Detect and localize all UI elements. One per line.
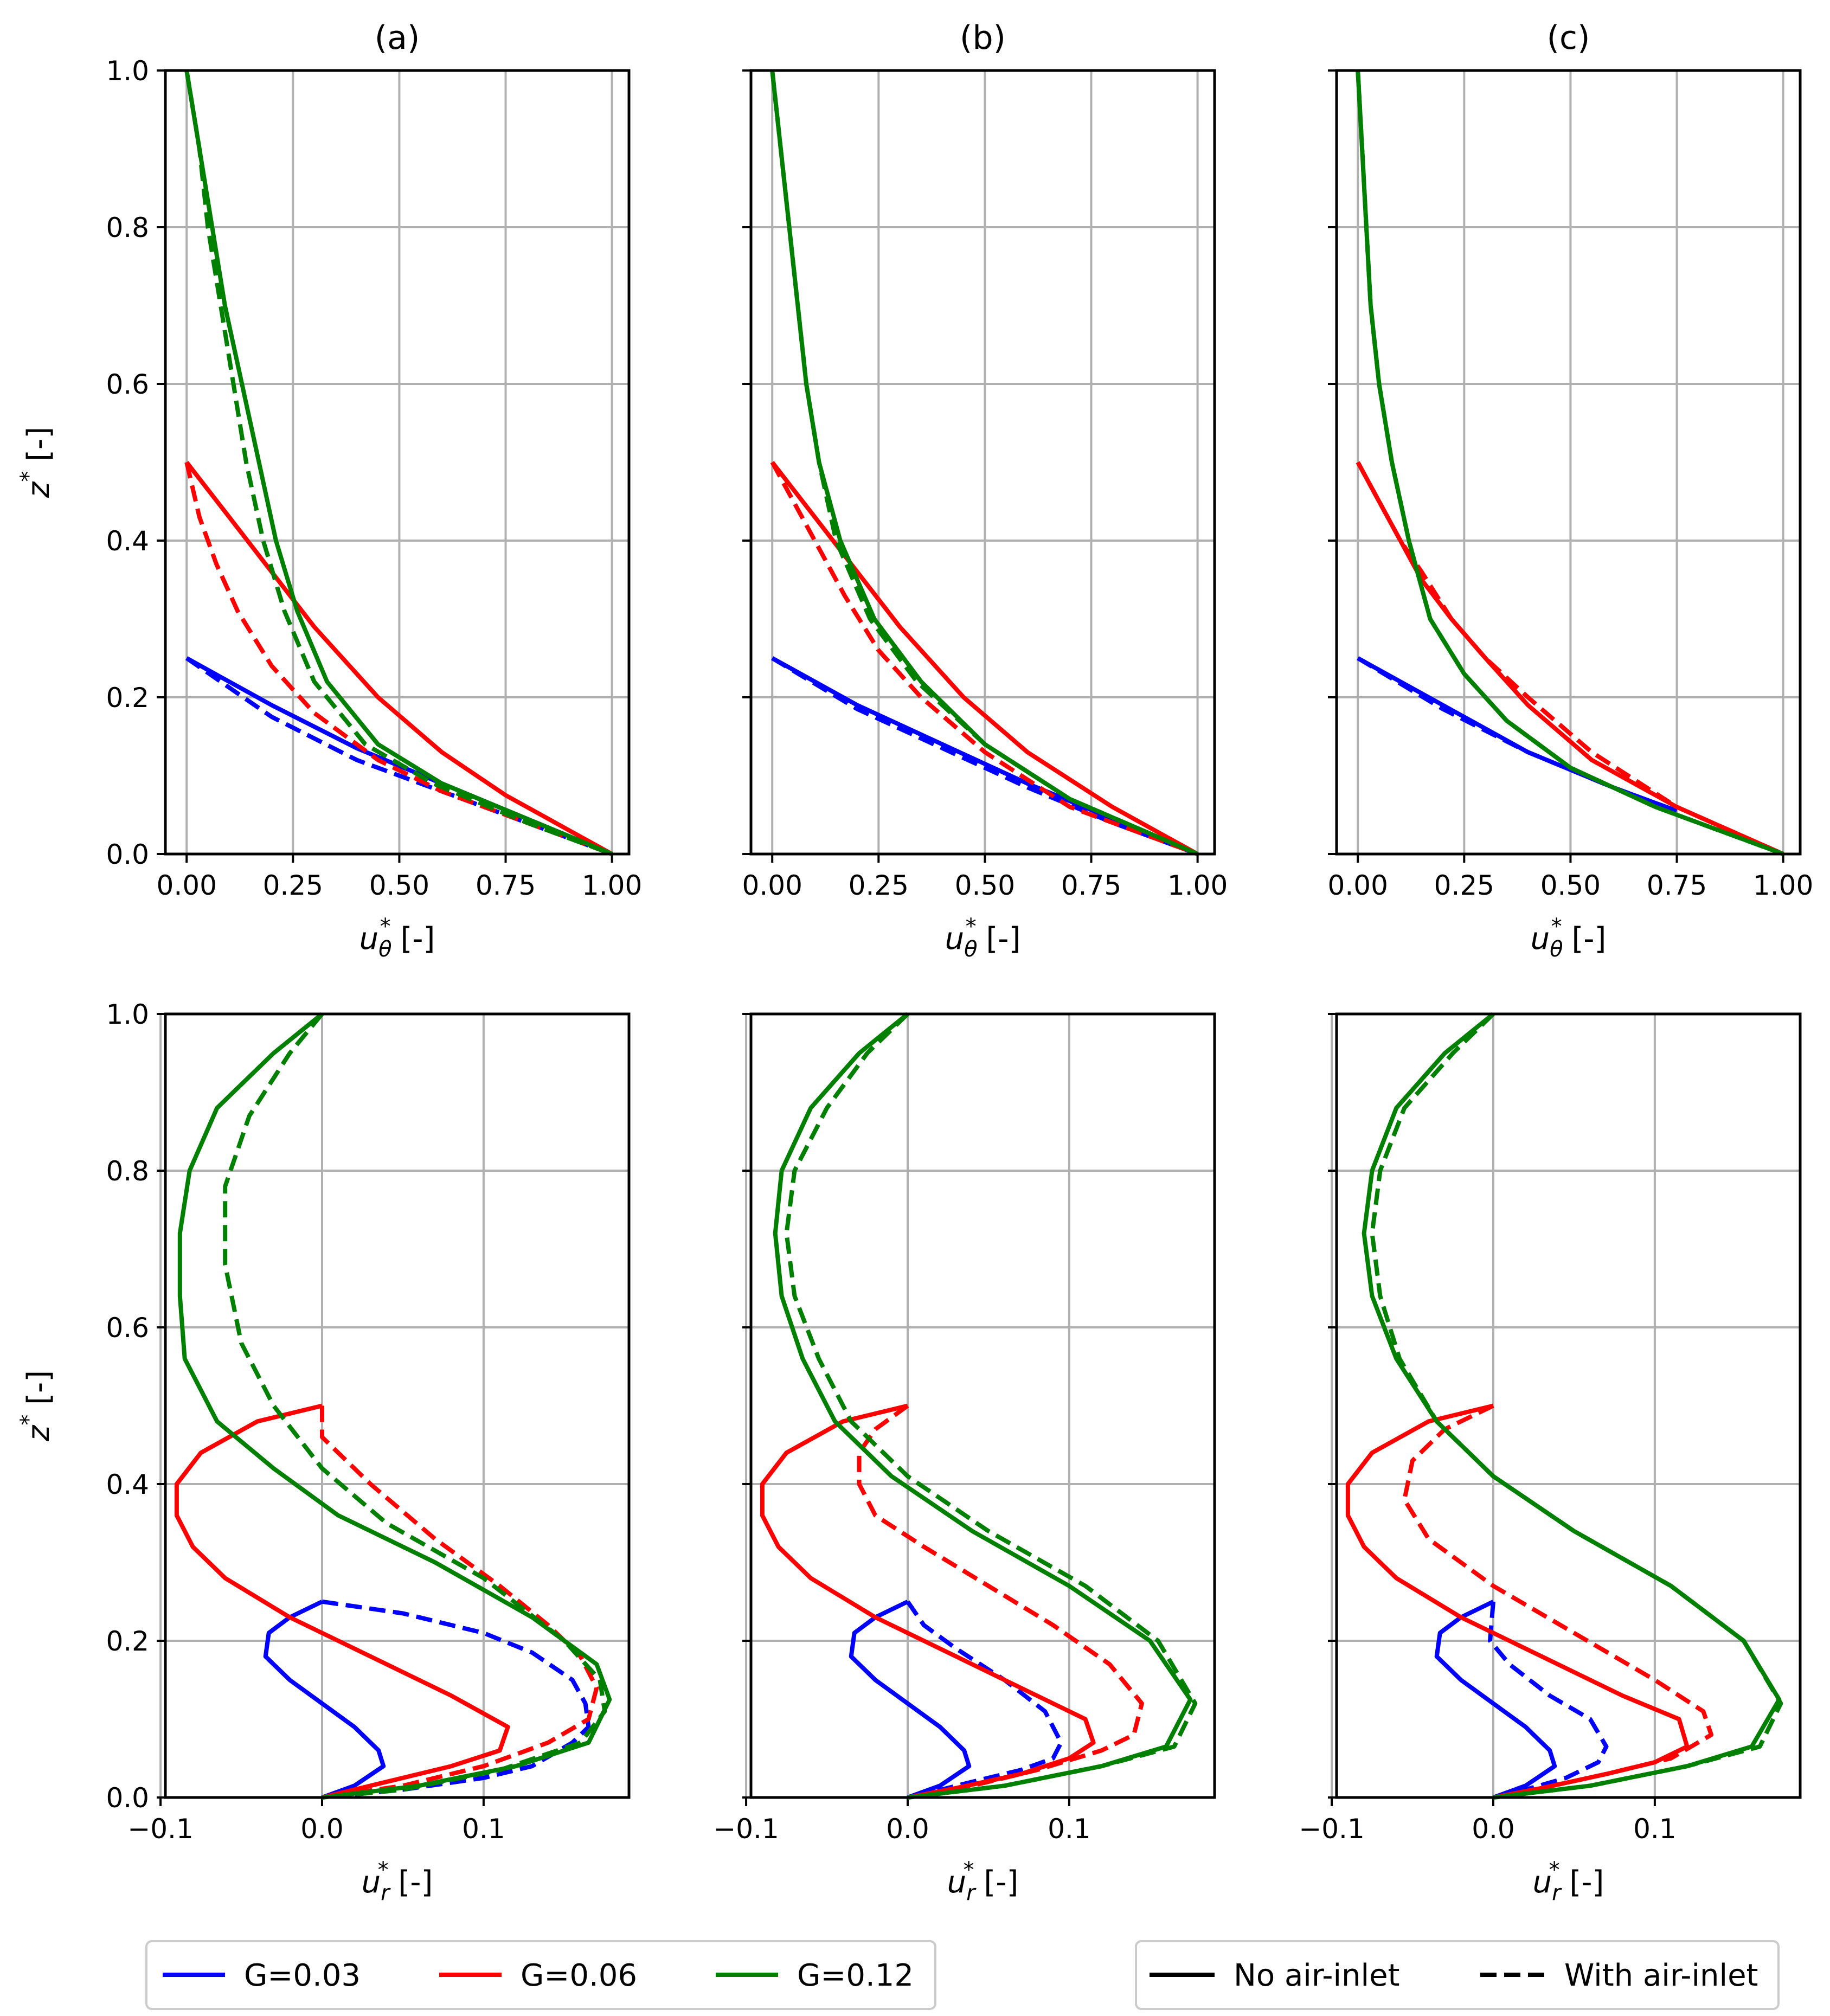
x-tick-label: 0.00: [157, 870, 217, 901]
y-tick-label: 0.4: [106, 1469, 149, 1500]
axes-frame: [164, 69, 631, 856]
y-axis-label: z* [-]: [16, 427, 56, 498]
series-g-0-06-with-inlet: [1402, 1403, 1714, 1800]
x-axis-label: uθ* [-]: [945, 914, 1021, 962]
legend-box: [1135, 1940, 1780, 2010]
x-axis-label: ur* [-]: [362, 1858, 433, 1905]
panel-bottom-1: −0.1 0.0 0.1 ur* [-]: [713, 1012, 1216, 1905]
series-g-0-06-with-inlet: [320, 1405, 599, 1800]
legend-label: G=0.03: [244, 1958, 361, 1993]
x-tick-label: 1.00: [1167, 870, 1228, 901]
x-tick-label: 1.00: [582, 870, 642, 901]
legend-g-values: G=0.03 G=0.06 G=0.12: [145, 1940, 936, 2010]
series-g-0-06-no-inlet: [760, 1403, 1096, 1800]
y-tick-label: 0.0: [106, 839, 149, 870]
x-tick-label: −0.1: [127, 1813, 193, 1845]
series-g-0-03-no-inlet: [1357, 656, 1678, 813]
y-tick-label: 1.0: [106, 999, 149, 1030]
panel-bottom-0: −0.1 0.0 0.10.00.20.40.60.81.0ur* [-]z* [-…: [16, 999, 631, 1905]
legend-label: G=0.12: [797, 1958, 914, 1993]
x-tick-label: 0.25: [1434, 870, 1494, 901]
series-g-0-06-with-inlet: [770, 461, 1198, 856]
x-tick-label: 0.1: [1633, 1813, 1677, 1845]
series-g-0-06-with-inlet: [857, 1404, 1144, 1800]
panel-top-1: 0.00 0.25 0.50 0.75 1.00 (b) uθ* [-]: [742, 19, 1228, 962]
legend-box: [145, 1940, 936, 2010]
y-tick-label: 0.2: [106, 1626, 149, 1657]
y-tick-label: 0.0: [106, 1782, 149, 1814]
series-g-0-12-with-inlet: [223, 1012, 607, 1800]
x-tick-label: −0.1: [713, 1813, 779, 1845]
series-g-0-12-with-inlet: [1356, 70, 1784, 856]
series-g-0-03-with-inlet: [1488, 1601, 1609, 1800]
y-tick-label: 0.2: [106, 682, 149, 714]
x-tick-label: 0.25: [849, 870, 909, 901]
x-tick-label: 0.75: [476, 870, 536, 901]
axes-frame: [164, 1012, 631, 1799]
panel-title: (c): [1547, 19, 1590, 57]
series-g-0-03-with-inlet: [1357, 656, 1678, 813]
x-tick-label: 0.50: [1540, 870, 1601, 901]
y-tick-label: 1.0: [106, 55, 149, 87]
axes-frame: [749, 1012, 1216, 1799]
x-axis-label: uθ* [-]: [359, 914, 435, 962]
axes-frame: [749, 69, 1216, 856]
series-g-0-03-with-inlet: [185, 656, 613, 856]
x-tick-label: 0.0: [886, 1813, 929, 1845]
series-g-0-12-no-inlet: [773, 1012, 1193, 1800]
x-tick-label: 1.00: [1753, 870, 1813, 901]
legend-line-style: No air-inlet With air-inlet: [1135, 1940, 1780, 2010]
legend-label: No air-inlet: [1234, 1958, 1400, 1993]
panel-top-0: 0.00 0.25 0.50 0.75 1.00 0.0 0.2 0.4 0.6 0.8 1.0 (a…: [16, 19, 642, 962]
x-tick-label: 0.00: [1328, 870, 1388, 901]
x-axis-label: uθ* [-]: [1531, 914, 1607, 962]
legend-label: G=0.06: [521, 1958, 637, 1993]
y-tick-label: 0.6: [106, 1312, 149, 1344]
y-axis-label: z* [-]: [16, 1370, 56, 1442]
series-g-0-06-no-inlet: [185, 461, 613, 856]
panel-title: (b): [960, 19, 1006, 57]
series-g-0-06-no-inlet: [1356, 461, 1784, 856]
series-g-0-06-no-inlet: [770, 461, 1199, 856]
panel-bottom-2: −0.1 0.0 0.1 ur* [-]: [1299, 1012, 1802, 1905]
series-g-0-03-no-inlet: [1434, 1600, 1557, 1800]
y-tick-label: 0.8: [106, 212, 149, 243]
series-g-0-03-no-inlet: [263, 1600, 386, 1800]
axes-frame: [1335, 69, 1802, 856]
series-g-0-12-with-inlet: [184, 70, 613, 856]
series-g-0-03-no-inlet: [849, 1600, 972, 1800]
series-g-0-12-no-inlet: [184, 70, 613, 856]
x-tick-label: 0.75: [1061, 870, 1121, 901]
y-tick-label: 0.6: [106, 369, 149, 400]
x-tick-label: −0.1: [1299, 1813, 1364, 1845]
series-g-0-12-with-inlet: [784, 1012, 1198, 1800]
panel-title: (a): [375, 19, 420, 57]
series-g-0-06-no-inlet: [174, 1403, 510, 1800]
x-tick-label: 0.1: [462, 1813, 505, 1845]
series-g-0-03-with-inlet: [322, 1599, 591, 1800]
x-axis-label: ur* [-]: [947, 1858, 1019, 1905]
panel-top-2: 0.00 0.25 0.50 0.75 1.00 (c) uθ* [-]: [1328, 19, 1814, 962]
x-axis-label: ur* [-]: [1533, 1858, 1604, 1905]
axes-frame: [1335, 1012, 1802, 1799]
series-g-0-12-with-inlet: [770, 70, 1199, 856]
y-tick-label: 0.8: [106, 1155, 149, 1187]
series-g-0-12-no-inlet: [177, 1012, 612, 1800]
x-tick-label: 0.25: [263, 870, 323, 901]
legend-label: With air-inlet: [1564, 1958, 1758, 1993]
x-tick-label: 0.0: [300, 1813, 344, 1845]
y-tick-label: 0.4: [106, 525, 149, 557]
series-g-0-03-with-inlet: [906, 1600, 1063, 1800]
x-tick-label: 0.50: [955, 870, 1015, 901]
x-tick-label: 0.00: [742, 870, 802, 901]
x-tick-label: 0.75: [1647, 870, 1707, 901]
series-g-0-12-with-inlet: [1370, 1012, 1783, 1800]
panels: 0.00 0.25 0.50 0.75 1.00 0.0 0.2 0.4 0.6 0.8 1.0 (a…: [16, 19, 1813, 1905]
x-tick-label: 0.1: [1048, 1813, 1091, 1845]
x-tick-label: 0.50: [369, 870, 429, 901]
x-tick-label: 0.0: [1472, 1813, 1515, 1845]
